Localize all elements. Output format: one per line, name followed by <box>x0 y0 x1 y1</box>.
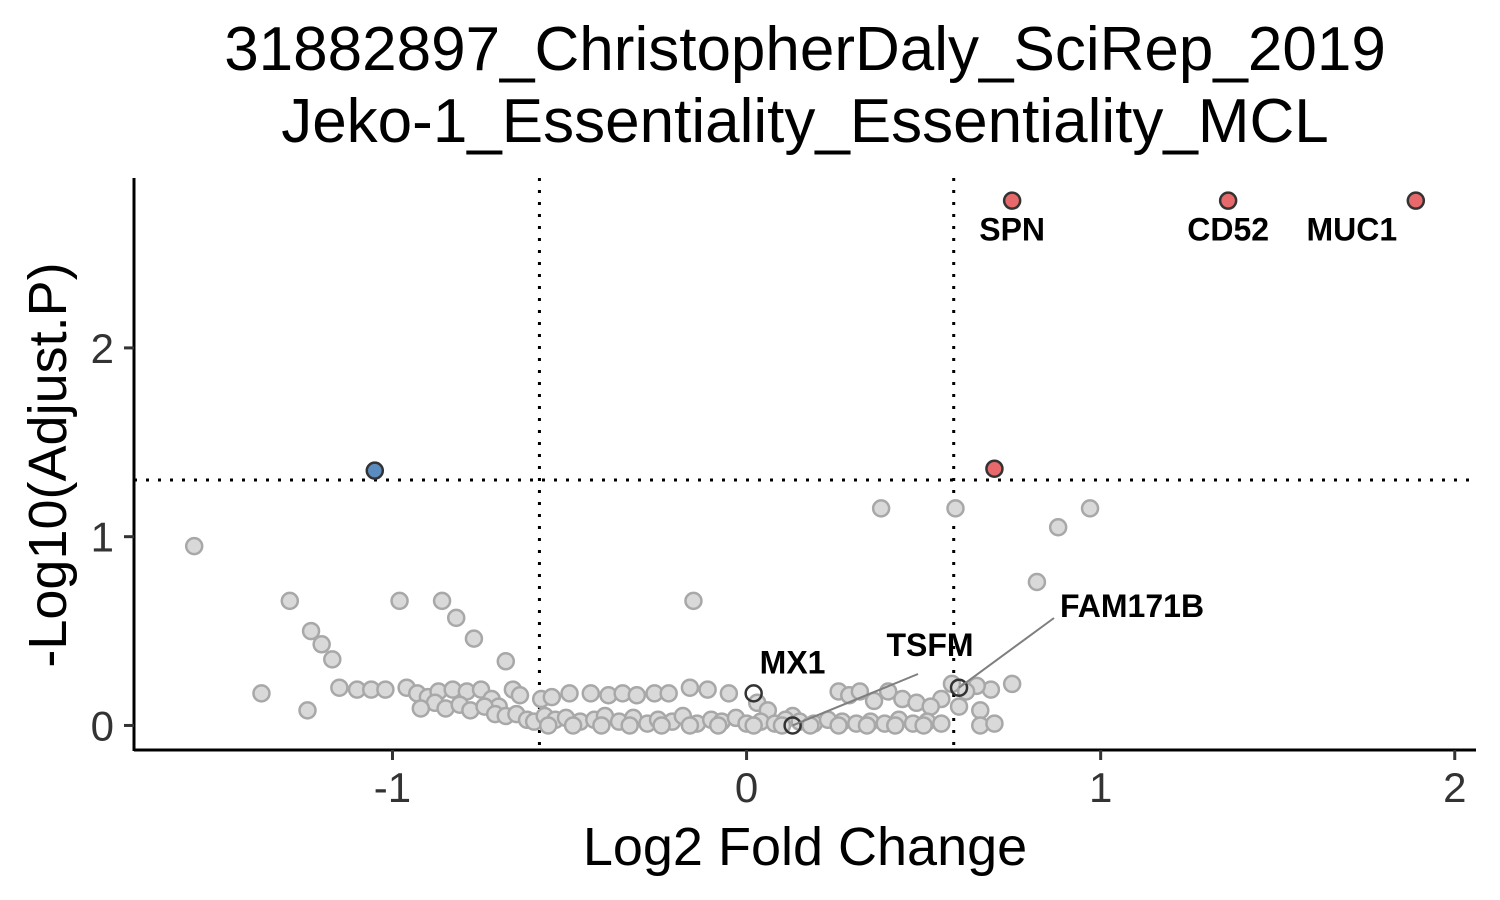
point-neutral <box>914 716 933 735</box>
point-neutral <box>301 621 321 641</box>
point-neutral <box>312 635 331 654</box>
gene-label: CD52 <box>1187 212 1269 248</box>
point-neutral <box>708 716 728 735</box>
chart-title-line-1: 31882897_ChristopherDaly_SciRep_2019 <box>224 15 1386 84</box>
point-neutral <box>744 716 763 735</box>
point-neutral <box>680 716 700 735</box>
point-up <box>1002 191 1022 210</box>
point-neutral <box>946 499 965 518</box>
point-neutral <box>680 678 700 697</box>
point-neutral <box>971 701 990 720</box>
point-down <box>365 461 385 480</box>
point-neutral <box>330 678 349 697</box>
point-neutral <box>280 591 300 611</box>
point-up <box>985 459 1004 478</box>
x-tick-label: 1 <box>1089 764 1112 811</box>
point-neutral <box>563 716 583 735</box>
label-connectors <box>792 617 1055 727</box>
point-neutral <box>592 716 611 735</box>
point-neutral <box>1048 517 1068 537</box>
y-tick-label: 1 <box>91 514 114 561</box>
gene-label: SPN <box>979 212 1045 248</box>
gene-label: FAM171B <box>1060 588 1204 624</box>
point-highlight <box>949 678 969 697</box>
point-neutral <box>932 714 951 733</box>
x-axis-title: Log2 Fold Change <box>583 817 1027 877</box>
x-axis-ticks: -1 0 1 2 <box>374 750 1466 811</box>
point-neutral <box>886 716 905 735</box>
x-tick-label: 0 <box>735 764 758 811</box>
threshold-lines <box>134 178 1476 750</box>
point-neutral <box>871 499 891 518</box>
point-neutral <box>652 716 671 735</box>
point-highlight <box>783 716 802 735</box>
y-tick-label: 0 <box>91 702 114 749</box>
point-neutral <box>581 684 601 703</box>
label-connector <box>958 617 1055 689</box>
point-neutral <box>432 591 452 611</box>
gene-label: TSFM <box>886 627 973 663</box>
point-neutral <box>560 684 579 703</box>
point-neutral <box>298 701 317 720</box>
point-neutral <box>949 697 969 716</box>
neutral-points <box>184 499 1100 735</box>
point-up <box>1406 191 1426 210</box>
point-highlight <box>744 684 763 703</box>
point-neutral <box>542 687 562 707</box>
point-neutral <box>921 697 940 716</box>
point-neutral <box>446 608 466 628</box>
point-neutral <box>627 686 647 705</box>
point-neutral <box>252 684 271 703</box>
point-neutral <box>985 714 1004 733</box>
point-neutral <box>1027 572 1047 592</box>
chart-title-line-2: Jeko-1_Essentiality_Essentiality_MCL <box>281 87 1329 156</box>
point-neutral <box>1002 674 1022 694</box>
x-tick-label: 2 <box>1443 764 1466 811</box>
gene-labels: SPN CD52 MUC1 MX1 TSFM FAM171B <box>760 212 1397 681</box>
point-neutral <box>464 629 484 648</box>
point-neutral <box>323 650 342 669</box>
significant-points <box>365 191 1426 735</box>
point-neutral <box>390 591 409 611</box>
x-tick-label: -1 <box>374 764 411 811</box>
point-up <box>1218 191 1238 210</box>
point-neutral <box>1080 499 1100 518</box>
point-neutral <box>684 591 703 611</box>
point-neutral <box>184 536 204 556</box>
point-neutral <box>496 652 516 671</box>
gene-label: MX1 <box>760 644 826 680</box>
point-neutral <box>857 716 877 735</box>
point-neutral <box>829 716 848 735</box>
y-tick-label: 2 <box>91 325 114 372</box>
point-neutral <box>539 716 558 735</box>
point-neutral <box>659 684 678 703</box>
point-neutral <box>510 686 530 705</box>
point-neutral <box>719 684 739 703</box>
y-axis-ticks: 0 1 2 <box>91 325 134 749</box>
gene-label: MUC1 <box>1306 212 1397 248</box>
point-neutral <box>376 680 395 699</box>
point-neutral <box>620 716 639 735</box>
point-neutral <box>411 699 431 718</box>
point-neutral <box>698 680 717 699</box>
y-axis-title: -Log10(Adjust.P) <box>18 262 78 667</box>
label-connector <box>792 673 919 727</box>
